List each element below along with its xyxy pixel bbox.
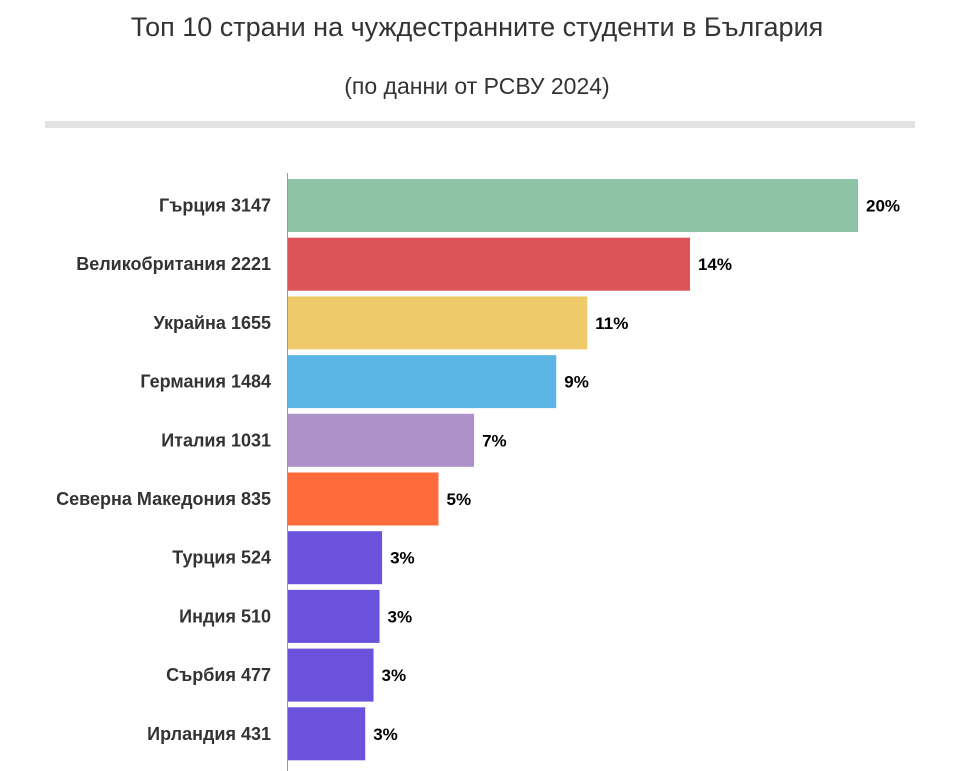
data-label-4: 9%	[564, 373, 589, 392]
bar-1	[287, 179, 858, 232]
data-label-9: 3%	[382, 666, 407, 685]
bar-9	[287, 648, 374, 702]
category-label-6: Северна Македония 835	[56, 489, 271, 509]
category-label-7: Турция 524	[172, 548, 271, 568]
bar-5	[287, 413, 475, 467]
bar-3	[287, 296, 588, 350]
data-label-2: 14%	[698, 255, 732, 274]
category-label-4: Германия 1484	[140, 372, 271, 392]
data-label-5: 7%	[482, 431, 507, 450]
chart-subtitle: (по данни от РСВУ 2024)	[344, 73, 610, 99]
chart-title: Топ 10 страни на чуждестранните студенти…	[130, 12, 824, 42]
data-label-7: 3%	[390, 549, 415, 568]
category-label-5: Италия 1031	[161, 430, 271, 450]
category-labels: Гърция 3147 Великобритания 2221 Украйна 16…	[56, 196, 271, 744]
category-label-9: Сърбия 477	[166, 665, 271, 685]
category-label-8: Индия 510	[179, 606, 271, 626]
category-label-1: Гърция 3147	[159, 196, 271, 216]
category-label-2: Великобритания 2221	[76, 254, 271, 274]
bar-10	[287, 707, 366, 761]
bar-4	[287, 355, 557, 409]
data-label-6: 5%	[447, 490, 472, 509]
data-label-8: 3%	[388, 607, 413, 626]
bar-2	[287, 237, 690, 291]
category-label-10: Ирландия 431	[147, 724, 271, 744]
data-label-1: 20%	[866, 197, 900, 216]
bars-group	[287, 179, 858, 761]
data-label-10: 3%	[373, 725, 398, 744]
bar-6	[287, 472, 439, 526]
title-divider	[45, 121, 915, 128]
bar-7	[287, 531, 383, 585]
value-labels: 20% 14% 11% 9% 7% 5% 3% 3% 3% 3%	[373, 197, 900, 744]
bar-8	[287, 589, 380, 643]
category-label-3: Украйна 1655	[153, 313, 271, 333]
data-label-3: 11%	[595, 314, 628, 333]
